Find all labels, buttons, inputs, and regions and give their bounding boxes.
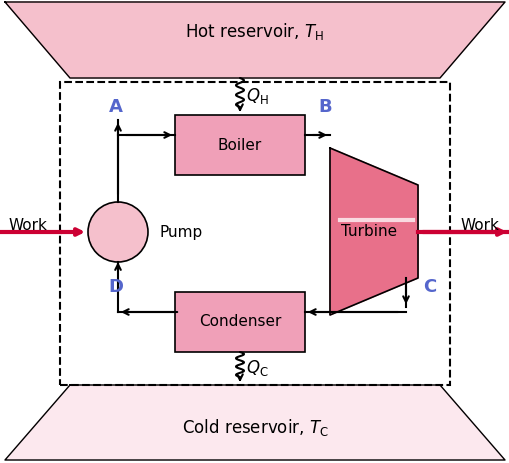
Text: Condenser: Condenser xyxy=(199,314,280,330)
FancyBboxPatch shape xyxy=(175,292,304,352)
Polygon shape xyxy=(5,385,504,460)
Text: Work: Work xyxy=(9,218,47,233)
Circle shape xyxy=(88,202,148,262)
FancyBboxPatch shape xyxy=(175,115,304,175)
Text: Work: Work xyxy=(460,218,498,233)
Text: Turbine: Turbine xyxy=(341,224,397,239)
Text: A: A xyxy=(109,98,123,116)
Text: D: D xyxy=(108,278,123,296)
Bar xyxy=(60,82,449,385)
Text: Hot reservoir, $T_{\mathrm{H}}$: Hot reservoir, $T_{\mathrm{H}}$ xyxy=(185,21,324,43)
Polygon shape xyxy=(329,148,417,315)
Text: Pump: Pump xyxy=(160,225,203,239)
Text: B: B xyxy=(318,98,331,116)
Text: Boiler: Boiler xyxy=(217,138,262,152)
Polygon shape xyxy=(5,2,504,78)
Text: Cold reservoir, $T_{\mathrm{C}}$: Cold reservoir, $T_{\mathrm{C}}$ xyxy=(181,418,328,438)
Text: $Q_{\mathrm{C}}$: $Q_{\mathrm{C}}$ xyxy=(245,358,268,378)
Text: C: C xyxy=(422,278,435,296)
Text: $Q_{\mathrm{H}}$: $Q_{\mathrm{H}}$ xyxy=(245,87,268,106)
